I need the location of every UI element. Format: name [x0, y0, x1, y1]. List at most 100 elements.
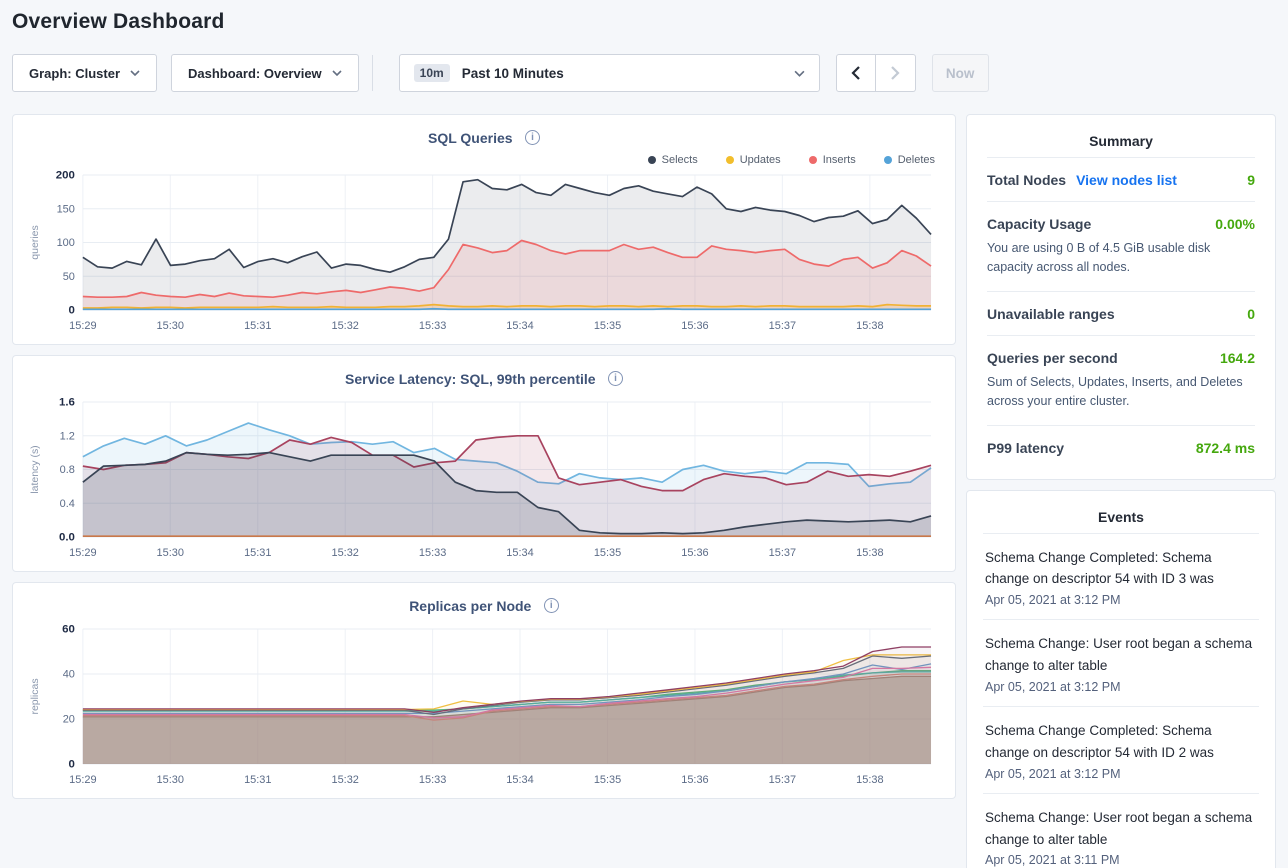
svg-text:150: 150 [57, 203, 75, 215]
event-message: Schema Change: User root began a schema … [985, 636, 1253, 674]
chart-title: Replicas per Node [409, 597, 532, 614]
svg-text:15:32: 15:32 [331, 547, 358, 559]
svg-text:0.8: 0.8 [60, 464, 75, 476]
summary-label: Queries per second [987, 349, 1118, 366]
toolbar: Graph: Cluster Dashboard: Overview 10m P… [12, 54, 1276, 92]
replicas-per-node-chart-card: Replicas per Node i 0 20 40 60 15:29 15:30 15:… [12, 582, 956, 799]
summary-value: 0 [1247, 305, 1255, 322]
svg-text:15:30: 15:30 [157, 774, 184, 786]
event-timestamp: Apr 05, 2021 at 3:12 PM [985, 593, 1121, 608]
svg-text:15:33: 15:33 [419, 774, 446, 786]
summary-row-total-nodes: Total Nodes View nodes list 9 [987, 157, 1255, 201]
summary-row-p99-latency: P99 latency 872.4 ms [987, 424, 1255, 469]
svg-text:15:30: 15:30 [157, 547, 184, 559]
side-column: Summary Total Nodes View nodes list 9 Ca… [966, 114, 1276, 868]
summary-description: You are using 0 B of 4.5 GiB usable disk… [987, 241, 1211, 275]
svg-text:20: 20 [63, 713, 75, 725]
event-list-item: Schema Change: User root began a schema … [983, 619, 1259, 706]
svg-text:100: 100 [57, 237, 75, 249]
info-icon[interactable]: i [525, 130, 540, 146]
svg-text:15:30: 15:30 [157, 320, 184, 332]
svg-text:0: 0 [69, 758, 75, 770]
legend-dot [647, 156, 656, 164]
svg-text:15:38: 15:38 [856, 320, 883, 332]
svg-text:15:35: 15:35 [594, 547, 621, 559]
chart-legend: Selects Updates Inserts Deletes [25, 147, 943, 169]
svg-text:15:36: 15:36 [681, 547, 708, 559]
event-message: Schema Change: User root began a schema … [985, 809, 1253, 847]
summary-panel: Summary Total Nodes View nodes list 9 Ca… [966, 114, 1276, 480]
now-button[interactable]: Now [931, 54, 989, 92]
prev-time-button[interactable] [835, 54, 876, 92]
event-message: Schema Change Completed: Schema change o… [985, 722, 1214, 760]
dashboard-dropdown[interactable]: Dashboard: Overview [171, 54, 359, 92]
event-message: Schema Change Completed: Schema change o… [985, 549, 1214, 587]
events-title: Events [1098, 508, 1144, 525]
time-range-badge: 10m [413, 64, 450, 82]
graph-dropdown[interactable]: Graph: Cluster [12, 54, 158, 92]
legend-dot [808, 156, 817, 164]
svg-text:15:29: 15:29 [69, 547, 96, 559]
legend-item-updates: Updates [725, 153, 781, 167]
event-list-item: Schema Change Completed: Schema change o… [983, 532, 1259, 620]
event-list-item: Schema Change Completed: Schema change o… [983, 705, 1259, 793]
event-list-item: Schema Change: User root began a schema … [983, 792, 1259, 868]
info-icon[interactable]: i [608, 371, 623, 387]
next-time-button[interactable] [875, 54, 916, 92]
svg-text:15:38: 15:38 [856, 774, 883, 786]
charts-column: SQL Queries i Selects Updates Inserts De… [12, 114, 956, 799]
time-nav-group [835, 54, 916, 92]
svg-text:15:31: 15:31 [244, 320, 271, 332]
summary-label: Capacity Usage [987, 216, 1092, 232]
summary-row-unavailable-ranges: Unavailable ranges 0 [987, 290, 1255, 335]
svg-text:1.2: 1.2 [60, 430, 75, 442]
replicas-per-node-chart[interactable]: 0 20 40 60 15:29 15:30 15:31 15:32 15:33 15:34 15:… [25, 623, 943, 790]
summary-label: P99 latency [987, 439, 1065, 456]
time-range-label: Past 10 Minutes [461, 65, 564, 81]
sql-queries-chart[interactable]: 0 50 100 150 200 15:29 15:30 15:31 15:32 15:33 15:… [25, 169, 943, 336]
svg-text:15:31: 15:31 [244, 774, 271, 786]
svg-text:40: 40 [63, 668, 75, 680]
summary-value: 164.2 [1219, 349, 1255, 366]
main-content: SQL Queries i Selects Updates Inserts De… [12, 114, 1276, 868]
page-title: Overview Dashboard [12, 10, 225, 33]
svg-text:0: 0 [69, 304, 75, 316]
svg-text:15:31: 15:31 [244, 547, 271, 559]
summary-description: Sum of Selects, Updates, Inserts, and De… [987, 374, 1243, 409]
info-icon[interactable]: i [543, 598, 559, 614]
svg-text:15:37: 15:37 [769, 547, 796, 559]
summary-label: Unavailable ranges [987, 305, 1115, 322]
legend-item-inserts: Inserts [808, 153, 856, 167]
chart-title: SQL Queries [427, 129, 513, 146]
summary-row-queries-per-second: Queries per second 164.2 Sum of Selects,… [987, 334, 1255, 425]
service-latency-chart[interactable]: 0.0 0.4 0.8 1.2 1.6 15:29 15:30 15:31 15:32 15:33… [25, 396, 943, 563]
chevron-down-icon [794, 70, 805, 77]
legend-item-selects: Selects [647, 153, 698, 167]
time-range-picker[interactable]: 10m Past 10 Minutes [398, 54, 820, 92]
view-nodes-list-link[interactable]: View nodes list [1076, 172, 1177, 188]
svg-text:15:34: 15:34 [506, 547, 533, 559]
svg-text:15:32: 15:32 [331, 320, 358, 332]
legend-dot [725, 156, 734, 164]
event-timestamp: Apr 05, 2021 at 3:12 PM [985, 766, 1121, 781]
svg-text:15:35: 15:35 [594, 320, 621, 332]
svg-text:0.0: 0.0 [59, 531, 75, 543]
summary-value: 0.00% [1215, 216, 1255, 232]
event-timestamp: Apr 05, 2021 at 3:12 PM [985, 679, 1121, 694]
svg-text:15:37: 15:37 [769, 320, 796, 332]
chart-header: Replicas per Node i [25, 597, 943, 615]
svg-text:15:29: 15:29 [69, 774, 96, 786]
legend-dot [883, 156, 892, 164]
summary-label: Total Nodes [987, 172, 1067, 188]
chart-header: Service Latency: SQL, 99th percentile i [25, 370, 943, 388]
svg-text:15:34: 15:34 [506, 774, 533, 786]
summary-value: 872.4 ms [1195, 439, 1255, 456]
chevron-right-icon [890, 66, 900, 80]
svg-text:15:38: 15:38 [856, 547, 883, 559]
svg-text:15:36: 15:36 [681, 320, 708, 332]
svg-text:15:35: 15:35 [594, 774, 621, 786]
chart-header: SQL Queries i [25, 129, 943, 147]
svg-text:60: 60 [62, 623, 75, 635]
chevron-down-icon [130, 70, 140, 76]
svg-text:15:36: 15:36 [681, 774, 708, 786]
